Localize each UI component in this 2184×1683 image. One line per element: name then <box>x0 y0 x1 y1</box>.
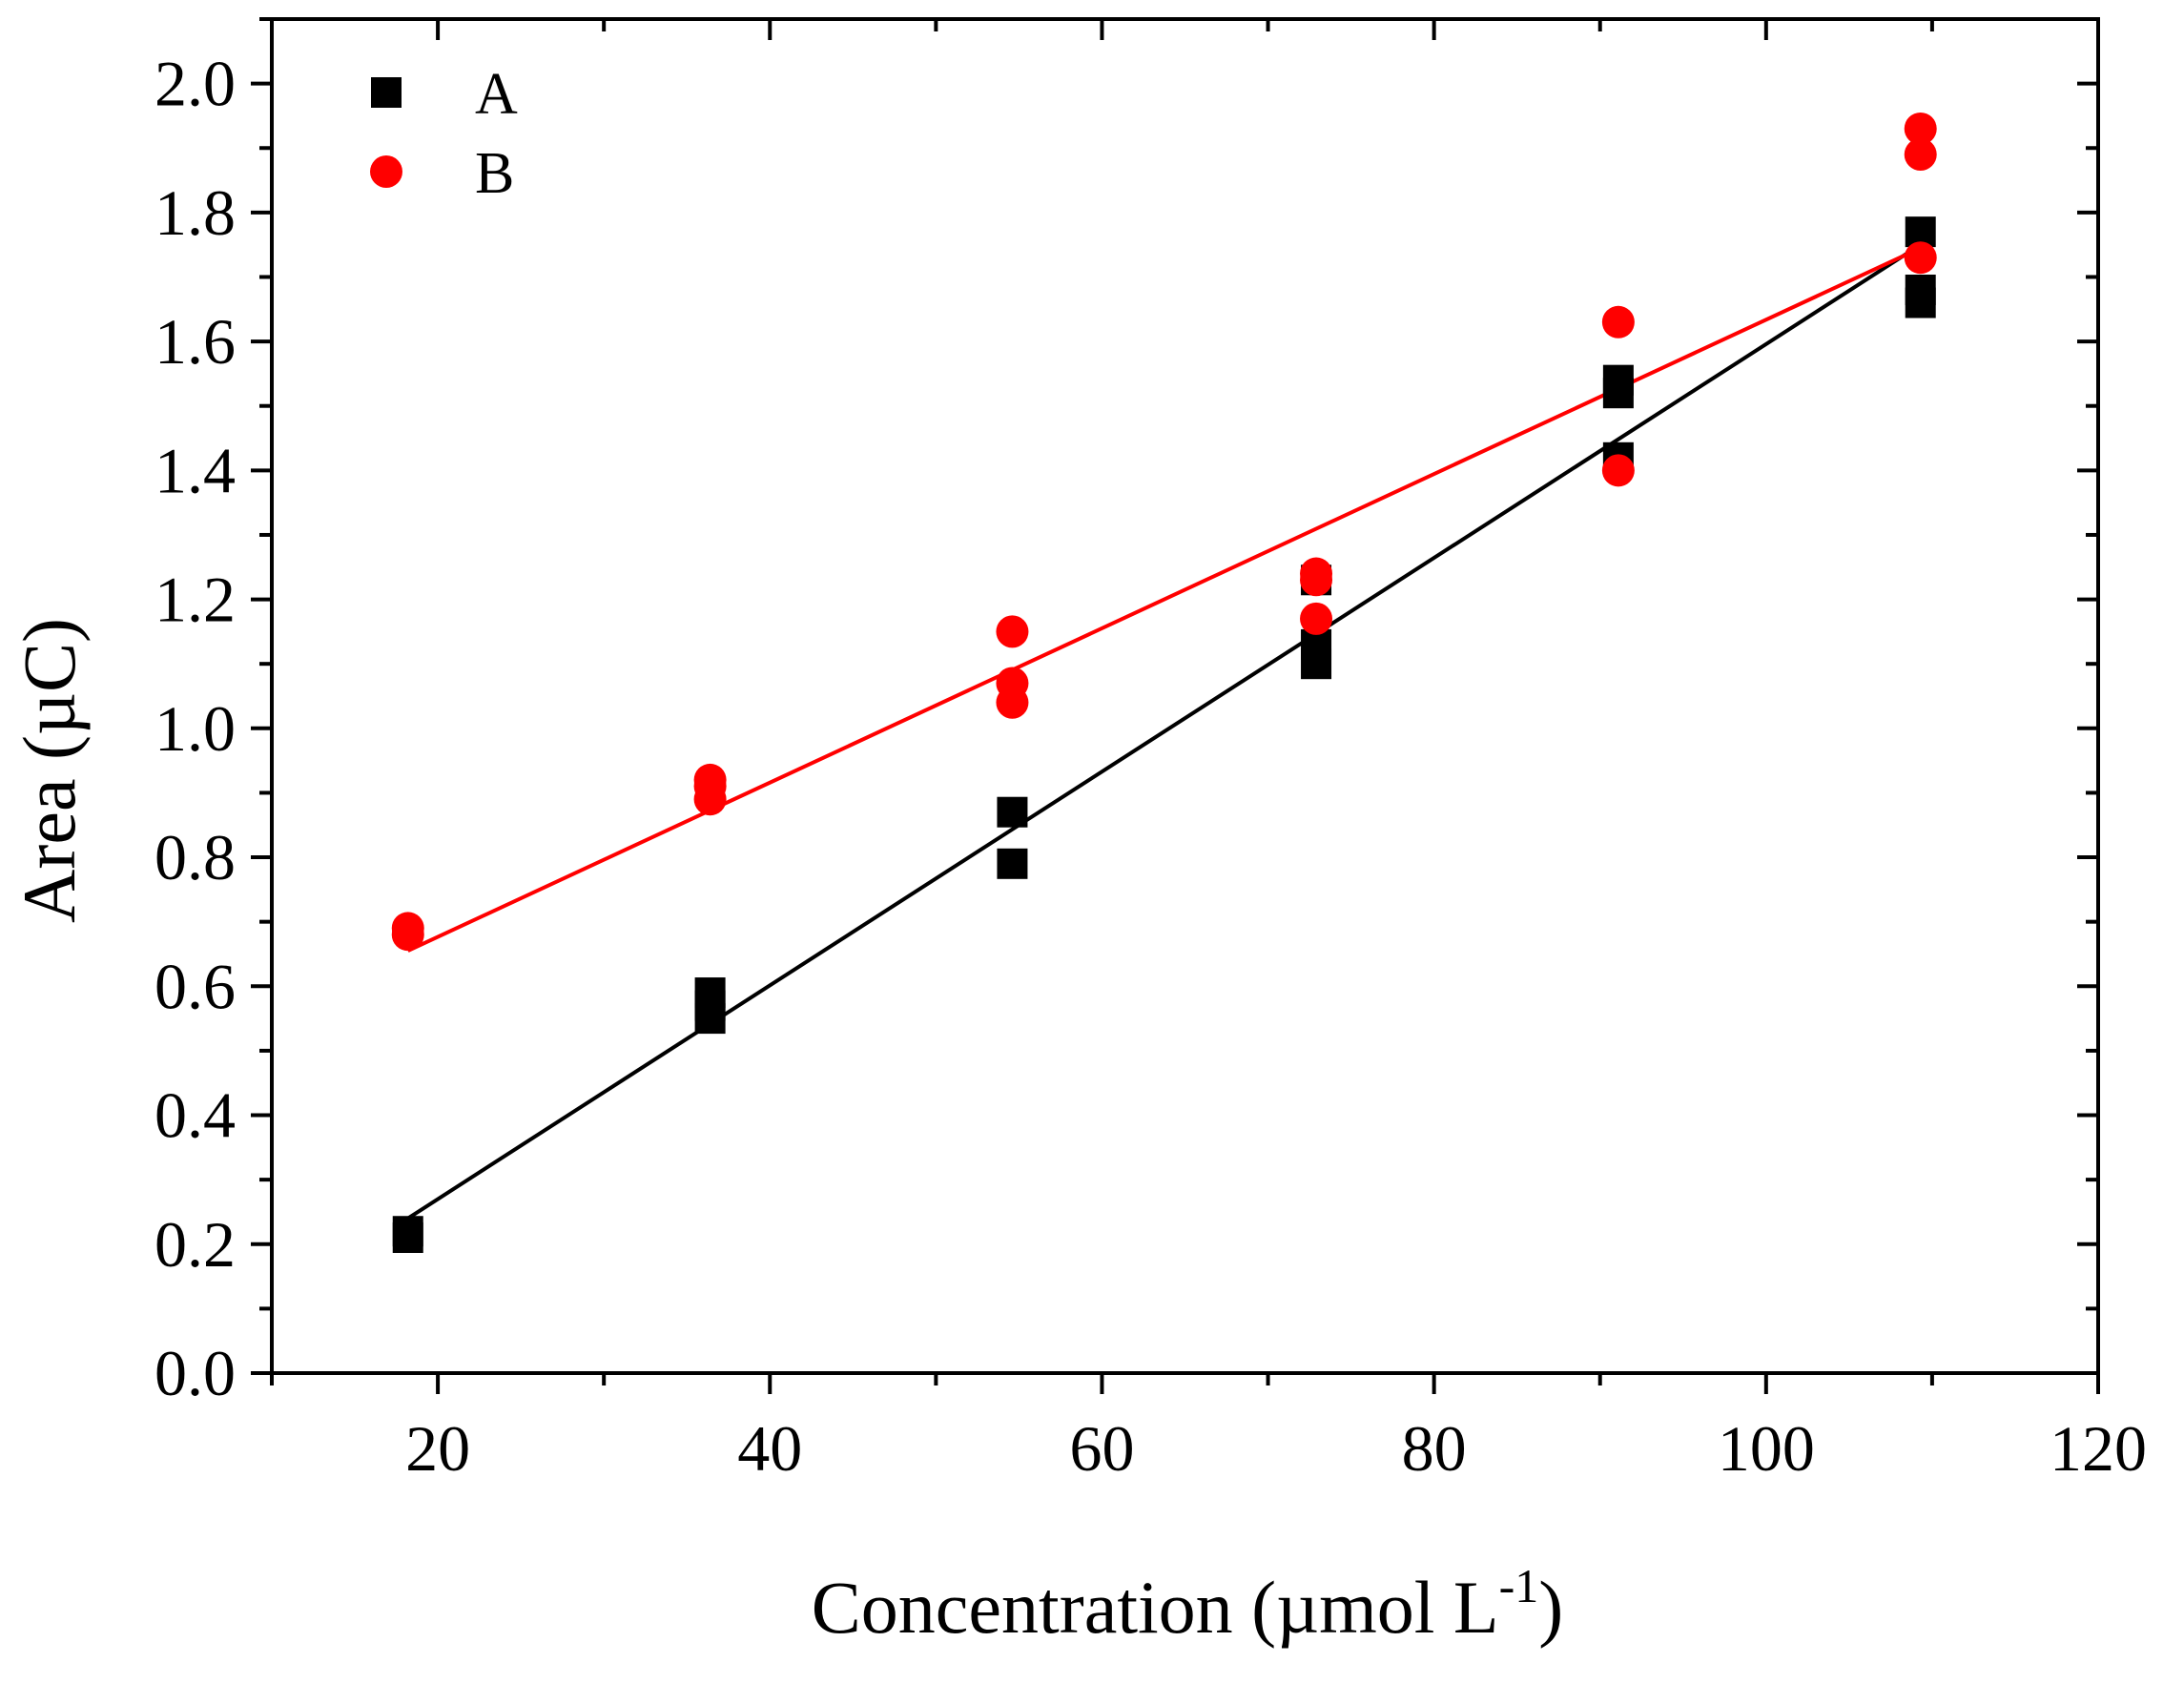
data-point-a <box>1602 364 1634 396</box>
data-point-b <box>1904 241 1937 275</box>
data-point-b <box>1904 138 1937 171</box>
data-point-a <box>392 1216 423 1247</box>
y-tick-label: 0.8 <box>155 821 236 893</box>
data-point-a <box>694 977 726 1009</box>
legend: AB <box>370 62 518 206</box>
x-axis-title: Concentration (µmol L-1) <box>812 1559 1563 1649</box>
y-tick-label: 2.0 <box>155 48 236 120</box>
y-tick-label: 0.4 <box>155 1079 236 1152</box>
y-tick-label: 0.2 <box>155 1208 236 1281</box>
x-tick-label: 20 <box>405 1412 470 1485</box>
y-tick-label: 1.0 <box>155 692 236 765</box>
x-tick-label: 120 <box>2050 1412 2147 1485</box>
axis-labels-layer: Area (µC) Concentration (µmol L-1) <box>8 618 1563 1649</box>
x-tick-label: 100 <box>1718 1412 1815 1485</box>
y-tick-label: 1.2 <box>155 564 236 636</box>
x-axis-title-superscript: -1 <box>1499 1559 1539 1612</box>
y-axis-title: Area (µC) <box>8 618 91 923</box>
data-point-b <box>1300 557 1333 590</box>
x-tick-label: 80 <box>1402 1412 1467 1485</box>
data-point-b <box>996 615 1029 648</box>
axes-layer: 20 40 60 80 100 120 0.0 0.2 0.4 0.6 0.8 1.0 1.2 1.4 1.… <box>155 17 2147 1485</box>
data-points-layer <box>391 112 1937 1253</box>
legend-marker-a <box>371 77 402 108</box>
x-tick-label: 40 <box>737 1412 802 1485</box>
data-point-b <box>1601 305 1635 339</box>
data-point-b <box>1904 112 1937 145</box>
data-point-b <box>391 912 424 945</box>
data-point-a <box>997 796 1028 828</box>
data-point-b <box>1300 602 1333 635</box>
data-point-b <box>693 763 727 796</box>
y-tick-label: 0.6 <box>155 950 236 1022</box>
plot-frame <box>270 17 2100 1375</box>
legend-marker-b <box>370 155 402 188</box>
y-tick-label: 1.6 <box>155 305 236 378</box>
data-point-a <box>997 848 1028 879</box>
legend-label-b: B <box>475 141 514 206</box>
legend-label-a: A <box>475 62 518 127</box>
fit-line-a <box>406 242 1922 1221</box>
data-point-a <box>1905 275 1936 305</box>
y-tick-label: 0.0 <box>155 1337 236 1409</box>
y-tick-label: 1.8 <box>155 176 236 249</box>
x-axis-title-main: Concentration (µmol L <box>812 1566 1499 1649</box>
y-tick-label: 1.4 <box>155 434 236 506</box>
x-axis-title-close: ) <box>1538 1566 1563 1649</box>
data-point-b <box>1601 454 1635 487</box>
fit-lines-layer <box>406 242 1922 1221</box>
data-point-b <box>996 667 1029 700</box>
x-tick-label: 60 <box>1069 1412 1134 1485</box>
fit-line-b <box>406 246 1922 953</box>
